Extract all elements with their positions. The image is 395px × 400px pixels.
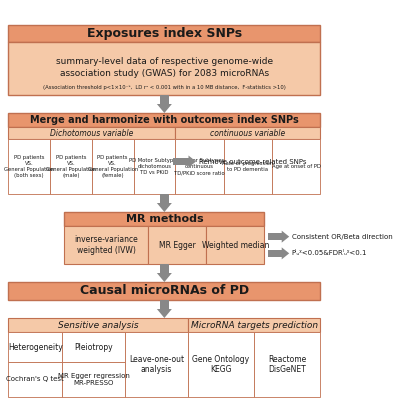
Polygon shape: [157, 309, 172, 318]
Text: Causal microRNAs of PD: Causal microRNAs of PD: [80, 284, 249, 298]
Text: Rate of progression
to PD dementia: Rate of progression to PD dementia: [222, 161, 273, 172]
Bar: [8, 362, 62, 397]
Bar: [50, 139, 92, 194]
Bar: [8, 139, 50, 194]
Bar: [175, 127, 320, 139]
Polygon shape: [157, 273, 172, 282]
Polygon shape: [188, 156, 196, 168]
Bar: [8, 318, 188, 332]
Text: PD patients
VS.
General Population
(female): PD patients VS. General Population (fema…: [88, 155, 138, 178]
Bar: [8, 127, 175, 139]
Polygon shape: [282, 247, 289, 259]
Bar: [8, 42, 320, 95]
Text: MR Egger regression
MR-PRESSO: MR Egger regression MR-PRESSO: [58, 373, 130, 386]
Polygon shape: [157, 203, 172, 212]
Text: Age at onset of PD: Age at onset of PD: [272, 164, 321, 169]
Bar: [8, 25, 320, 42]
Bar: [160, 194, 169, 203]
Bar: [149, 226, 206, 264]
Polygon shape: [157, 104, 172, 113]
Text: (Association threshold p<1×10⁻⁵,  LD r² < 0.001 with in a 10 MB distance,  F-sta: (Association threshold p<1×10⁻⁵, LD r² <…: [43, 84, 286, 90]
Bar: [62, 362, 125, 397]
Text: association study (GWAS) for 2083 microRNAs: association study (GWAS) for 2083 microR…: [60, 68, 269, 78]
Bar: [62, 332, 125, 362]
Bar: [92, 139, 134, 194]
Bar: [64, 226, 149, 264]
Text: MR methods: MR methods: [126, 214, 203, 224]
Text: MicroRNA targets prediction: MicroRNA targets prediction: [190, 320, 318, 330]
Text: Leave-one-out
analysis: Leave-one-out analysis: [129, 355, 184, 374]
Text: Pleiotropy: Pleiotropy: [74, 342, 113, 352]
Text: Heterogeneity: Heterogeneity: [8, 342, 63, 352]
Bar: [175, 139, 224, 194]
Text: continuous variable: continuous variable: [210, 128, 286, 138]
Text: Remove outcome-related SNPs: Remove outcome-related SNPs: [199, 158, 307, 164]
Bar: [8, 282, 320, 300]
Text: Gene Ontology
KEGG: Gene Ontology KEGG: [192, 355, 250, 374]
Text: MR Egger: MR Egger: [159, 240, 196, 250]
Bar: [206, 226, 264, 264]
Bar: [188, 318, 320, 332]
Text: Sensitive analysis: Sensitive analysis: [58, 320, 138, 330]
Bar: [64, 212, 264, 226]
Bar: [173, 158, 188, 165]
Polygon shape: [282, 231, 289, 243]
Bar: [188, 332, 254, 397]
Bar: [268, 233, 282, 240]
Bar: [134, 139, 175, 194]
Text: Cochran's Q test: Cochran's Q test: [6, 376, 64, 382]
Bar: [254, 332, 320, 397]
Text: PD Motor Subtypes
dichotomous
TD vs PKiD: PD Motor Subtypes dichotomous TD vs PKiD: [129, 158, 180, 175]
Bar: [125, 332, 188, 397]
Bar: [160, 300, 169, 309]
Text: inverse-variance
weighted (IVW): inverse-variance weighted (IVW): [75, 235, 138, 255]
Text: Consistent OR/Beta direction: Consistent OR/Beta direction: [292, 234, 393, 240]
Text: summary-level data of respective genome-wide: summary-level data of respective genome-…: [56, 56, 273, 66]
Text: PD patients
VS.
General Population
(both sexs): PD patients VS. General Population (both…: [4, 155, 55, 178]
Text: Dichotomous variable: Dichotomous variable: [50, 128, 134, 138]
Bar: [224, 139, 272, 194]
Text: Merge and harmonize with outcomes index SNPs: Merge and harmonize with outcomes index …: [30, 115, 299, 125]
Bar: [160, 95, 169, 104]
Text: Pᴵᵤᵡ<0.05&FDRᴵᵤᵡ<0.1: Pᴵᵤᵡ<0.05&FDRᴵᵤᵡ<0.1: [292, 250, 367, 256]
Bar: [160, 264, 169, 273]
Bar: [8, 113, 320, 127]
Text: PD patients
VS.
General Population
(male): PD patients VS. General Population (male…: [46, 155, 96, 178]
Text: Exposures index SNPs: Exposures index SNPs: [87, 27, 242, 40]
Bar: [268, 250, 282, 257]
Text: PD Motor Subtypes
continuous
TD/PKiD score ratio: PD Motor Subtypes continuous TD/PKiD sco…: [174, 158, 225, 175]
Text: Reactome
DisGeNET: Reactome DisGeNET: [268, 355, 307, 374]
Bar: [272, 139, 320, 194]
Text: Weighted median: Weighted median: [201, 240, 269, 250]
Bar: [8, 332, 62, 362]
